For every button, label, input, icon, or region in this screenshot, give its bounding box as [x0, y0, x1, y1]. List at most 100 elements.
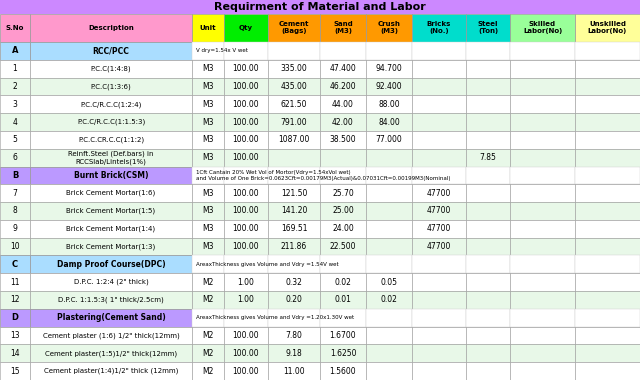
- Text: 0.20: 0.20: [285, 295, 303, 304]
- Bar: [466, 184, 510, 202]
- Text: Damp Proof Course(DPC): Damp Proof Course(DPC): [57, 260, 165, 269]
- Bar: [192, 131, 224, 149]
- Bar: [412, 291, 466, 309]
- Text: AreaxThickness gives Volume and Vdry =1.54V wet: AreaxThickness gives Volume and Vdry =1.…: [196, 262, 339, 267]
- Bar: [320, 344, 366, 362]
- Text: 3: 3: [13, 100, 17, 109]
- Bar: [575, 166, 640, 184]
- Bar: [192, 327, 224, 344]
- Bar: [366, 184, 412, 202]
- Text: M2: M2: [202, 367, 214, 375]
- Text: 0.05: 0.05: [381, 278, 397, 287]
- Text: P.C.C/R.C.C(1:1.5:3): P.C.C/R.C.C(1:1.5:3): [77, 119, 145, 125]
- Text: 77.000: 77.000: [376, 135, 403, 144]
- Text: 121.50: 121.50: [281, 189, 307, 198]
- Bar: [575, 202, 640, 220]
- Text: M2: M2: [202, 331, 214, 340]
- Bar: [466, 309, 510, 327]
- Bar: [30, 344, 192, 362]
- Bar: [412, 95, 466, 113]
- Bar: [366, 95, 412, 113]
- Bar: [268, 362, 320, 380]
- Bar: [224, 362, 268, 380]
- Bar: [466, 238, 510, 255]
- Bar: [510, 273, 575, 291]
- Text: Qty: Qty: [239, 25, 253, 31]
- Bar: [575, 60, 640, 78]
- Bar: [192, 60, 224, 78]
- Bar: [268, 149, 320, 166]
- Bar: [320, 273, 366, 291]
- Bar: [412, 202, 466, 220]
- Text: 1.00: 1.00: [237, 278, 255, 287]
- Bar: [30, 184, 192, 202]
- Text: 100.00: 100.00: [233, 349, 259, 358]
- Bar: [0, 291, 30, 309]
- Bar: [366, 131, 412, 149]
- Bar: [224, 309, 268, 327]
- Bar: [412, 131, 466, 149]
- Text: M3: M3: [202, 117, 214, 127]
- Bar: [0, 344, 30, 362]
- Bar: [30, 113, 192, 131]
- Bar: [412, 14, 466, 42]
- Text: 12: 12: [10, 295, 20, 304]
- Text: A: A: [12, 46, 19, 55]
- Text: 47700: 47700: [427, 189, 451, 198]
- Bar: [366, 291, 412, 309]
- Text: 141.20: 141.20: [281, 206, 307, 215]
- Bar: [192, 291, 224, 309]
- Text: 38.500: 38.500: [330, 135, 356, 144]
- Text: S.No: S.No: [6, 25, 24, 31]
- Bar: [412, 184, 466, 202]
- Bar: [412, 273, 466, 291]
- Text: 100.00: 100.00: [233, 82, 259, 91]
- Bar: [320, 362, 366, 380]
- Bar: [0, 78, 30, 95]
- Text: Sand
(M3): Sand (M3): [333, 22, 353, 35]
- Bar: [575, 291, 640, 309]
- Text: M2: M2: [202, 295, 214, 304]
- Bar: [575, 78, 640, 95]
- Bar: [366, 166, 412, 184]
- Bar: [366, 309, 412, 327]
- Text: 791.00: 791.00: [281, 117, 307, 127]
- Bar: [224, 78, 268, 95]
- Bar: [30, 149, 192, 166]
- Bar: [224, 166, 268, 184]
- Bar: [510, 291, 575, 309]
- Bar: [30, 255, 192, 273]
- Bar: [466, 327, 510, 344]
- Bar: [366, 327, 412, 344]
- Text: Cement plaster(1:4)1/2" thick (12mm): Cement plaster(1:4)1/2" thick (12mm): [44, 368, 178, 374]
- Bar: [466, 362, 510, 380]
- Bar: [575, 362, 640, 380]
- Bar: [366, 273, 412, 291]
- Bar: [30, 166, 192, 184]
- Bar: [466, 113, 510, 131]
- Text: C: C: [12, 260, 18, 269]
- Bar: [30, 95, 192, 113]
- Bar: [366, 78, 412, 95]
- Text: M2: M2: [202, 278, 214, 287]
- Text: M3: M3: [202, 135, 214, 144]
- Bar: [466, 95, 510, 113]
- Bar: [366, 60, 412, 78]
- Text: Reinft.Steel (Def.bars) in
RCCSlab/Lintels(1%): Reinft.Steel (Def.bars) in RCCSlab/Linte…: [68, 150, 154, 165]
- Bar: [0, 42, 30, 60]
- Bar: [30, 309, 192, 327]
- Text: Bricks
(No.): Bricks (No.): [427, 22, 451, 35]
- Text: Steel
(Ton): Steel (Ton): [477, 22, 499, 35]
- Bar: [510, 113, 575, 131]
- Bar: [192, 14, 224, 42]
- Text: 435.00: 435.00: [280, 82, 307, 91]
- Bar: [224, 42, 268, 60]
- Text: 94.700: 94.700: [376, 64, 403, 73]
- Bar: [366, 42, 412, 60]
- Text: 25.00: 25.00: [332, 206, 354, 215]
- Text: P.C.C.CR.C.C(1:1:2): P.C.C.CR.C.C(1:1:2): [78, 136, 144, 143]
- Bar: [224, 255, 268, 273]
- Bar: [510, 149, 575, 166]
- Bar: [224, 184, 268, 202]
- Text: Unskilled
Labor(No): Unskilled Labor(No): [588, 22, 627, 35]
